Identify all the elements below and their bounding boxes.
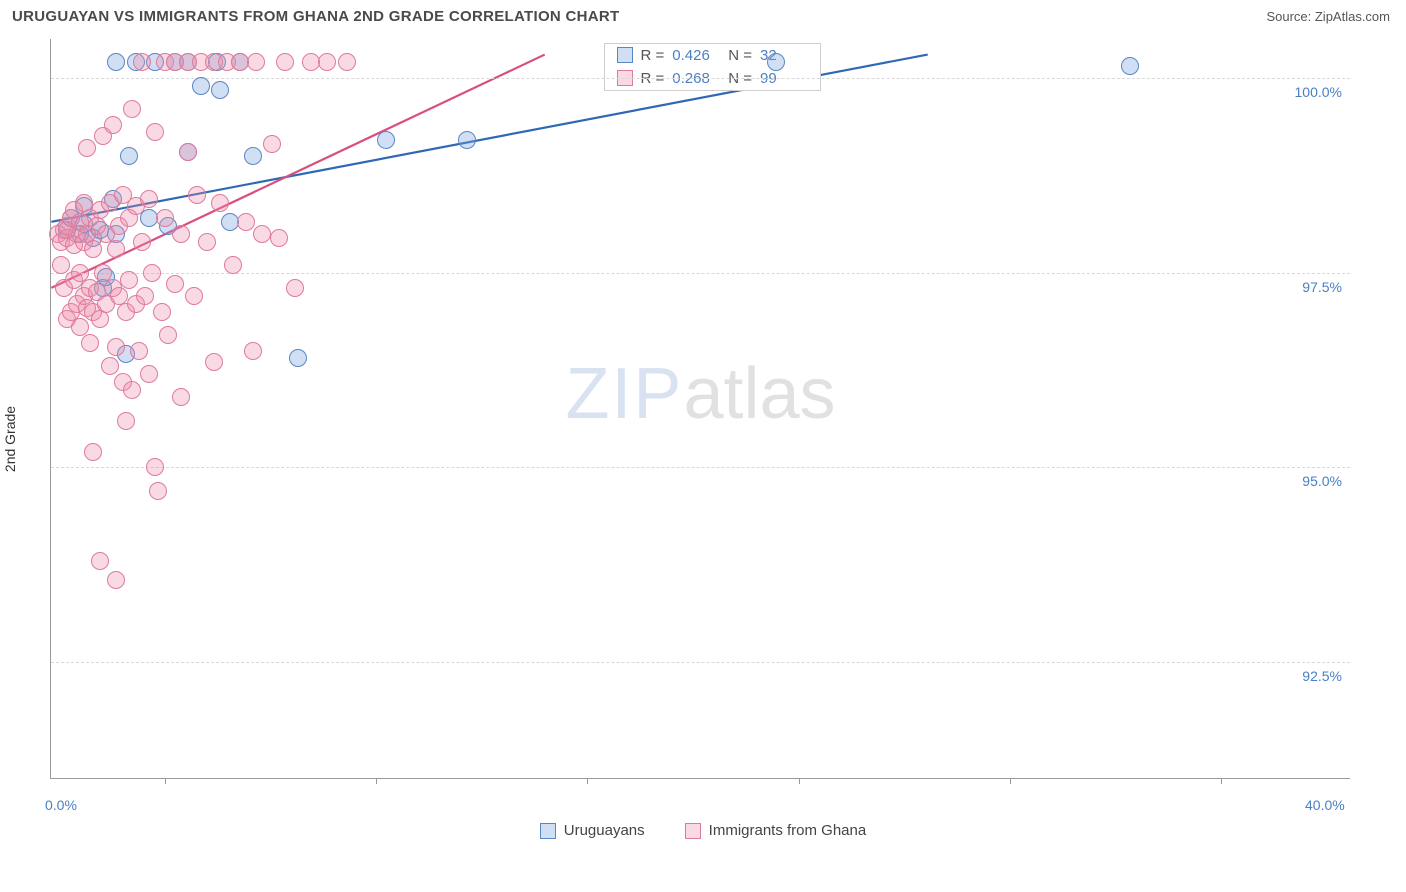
legend-swatch-uruguayans	[540, 823, 556, 839]
legend-label-ghana: Immigrants from Ghana	[709, 822, 867, 839]
gridline	[51, 273, 1350, 274]
data-point-ghana	[172, 388, 190, 406]
data-point-ghana	[153, 303, 171, 321]
data-point-ghana	[338, 53, 356, 71]
data-point-ghana	[247, 53, 265, 71]
data-point-ghana	[166, 275, 184, 293]
x-tick	[587, 778, 588, 784]
data-point-ghana	[146, 458, 164, 476]
gridline	[51, 662, 1350, 663]
data-point-ghana	[78, 139, 96, 157]
data-point-ghana	[140, 365, 158, 383]
source-prefix: Source:	[1266, 9, 1314, 24]
data-point-ghana	[263, 135, 281, 153]
chart-header: URUGUAYAN VS IMMIGRANTS FROM GHANA 2ND G…	[0, 0, 1406, 29]
data-point-ghana	[136, 287, 154, 305]
y-axis-label: 2nd Grade	[2, 406, 18, 472]
data-point-ghana	[143, 264, 161, 282]
data-point-ghana	[146, 123, 164, 141]
legend-swatch-ghana	[685, 823, 701, 839]
data-point-ghana	[211, 194, 229, 212]
data-point-ghana	[244, 342, 262, 360]
data-point-uruguayans	[120, 147, 138, 165]
data-point-ghana	[156, 209, 174, 227]
data-point-ghana	[270, 229, 288, 247]
data-point-ghana	[318, 53, 336, 71]
data-point-ghana	[107, 240, 125, 258]
data-point-ghana	[107, 338, 125, 356]
data-point-ghana	[237, 213, 255, 231]
data-point-ghana	[120, 271, 138, 289]
x-axis-min-label: 0.0%	[45, 797, 77, 813]
data-point-ghana	[149, 482, 167, 500]
data-point-ghana	[205, 353, 223, 371]
data-point-uruguayans	[458, 131, 476, 149]
data-point-ghana	[286, 279, 304, 297]
data-point-uruguayans	[192, 77, 210, 95]
data-point-ghana	[91, 310, 109, 328]
y-tick-label: 95.0%	[1302, 473, 1342, 489]
gridline	[51, 78, 1350, 79]
gridline	[51, 467, 1350, 468]
data-point-ghana	[188, 186, 206, 204]
data-point-ghana	[276, 53, 294, 71]
data-point-ghana	[179, 143, 197, 161]
data-point-ghana	[123, 381, 141, 399]
data-point-ghana	[133, 53, 151, 71]
legend-item-ghana[interactable]: Immigrants from Ghana	[685, 822, 867, 839]
data-point-ghana	[101, 357, 119, 375]
data-point-ghana	[172, 225, 190, 243]
x-tick	[1221, 778, 1222, 784]
data-point-uruguayans	[767, 53, 785, 71]
data-point-ghana	[133, 233, 151, 251]
data-point-ghana	[253, 225, 271, 243]
source-attribution: Source: ZipAtlas.com	[1266, 9, 1390, 24]
legend-item-uruguayans[interactable]: Uruguayans	[540, 822, 645, 839]
y-tick-label: 92.5%	[1302, 668, 1342, 684]
data-point-ghana	[84, 443, 102, 461]
legend-label-uruguayans: Uruguayans	[564, 822, 645, 839]
data-point-ghana	[123, 100, 141, 118]
data-point-ghana	[117, 412, 135, 430]
data-point-ghana	[140, 190, 158, 208]
x-tick	[376, 778, 377, 784]
data-point-ghana	[198, 233, 216, 251]
data-point-ghana	[159, 326, 177, 344]
data-point-ghana	[52, 256, 70, 274]
source-link[interactable]: ZipAtlas.com	[1315, 9, 1390, 24]
plot-region: ZIPatlas R =0.426N =32R =0.268N =99 92.5…	[50, 39, 1350, 779]
trend-line-ghana	[51, 55, 544, 288]
data-point-uruguayans	[377, 131, 395, 149]
chart-title: URUGUAYAN VS IMMIGRANTS FROM GHANA 2ND G…	[12, 8, 620, 25]
data-point-ghana	[224, 256, 242, 274]
data-point-uruguayans	[289, 349, 307, 367]
data-point-ghana	[104, 116, 122, 134]
data-point-uruguayans	[211, 81, 229, 99]
x-tick	[799, 778, 800, 784]
x-tick	[165, 778, 166, 784]
data-point-uruguayans	[244, 147, 262, 165]
data-point-ghana	[91, 552, 109, 570]
data-point-ghana	[84, 240, 102, 258]
data-point-ghana	[185, 287, 203, 305]
x-tick	[1010, 778, 1011, 784]
stats-row-uruguayans: R =0.426N =32	[605, 44, 821, 67]
y-tick-label: 97.5%	[1302, 279, 1342, 295]
bottom-legend: Uruguayans Immigrants from Ghana	[0, 814, 1406, 849]
data-point-uruguayans	[107, 53, 125, 71]
y-tick-label: 100.0%	[1295, 84, 1342, 100]
data-point-ghana	[130, 342, 148, 360]
stats-r-label: R =	[641, 47, 665, 64]
stats-r-value: 0.426	[672, 47, 720, 64]
data-point-ghana	[81, 334, 99, 352]
data-point-ghana	[107, 571, 125, 589]
data-point-uruguayans	[1121, 57, 1139, 75]
stats-swatch-uruguayans	[617, 47, 633, 63]
stats-n-label: N =	[728, 47, 752, 64]
chart-area: 2nd Grade ZIPatlas R =0.426N =32R =0.268…	[0, 29, 1406, 849]
x-axis-max-label: 40.0%	[1305, 797, 1345, 813]
correlation-stats-box: R =0.426N =32R =0.268N =99	[604, 43, 822, 91]
